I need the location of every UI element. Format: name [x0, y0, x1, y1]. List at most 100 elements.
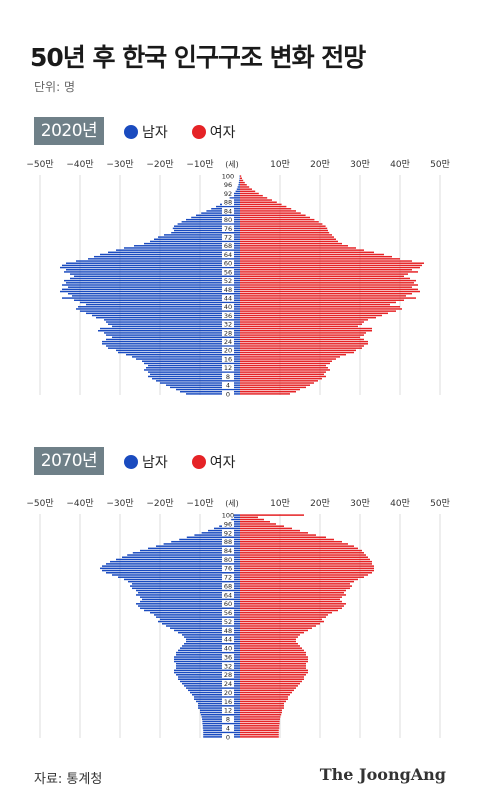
female-bar	[240, 184, 247, 186]
age-label-bg	[222, 626, 234, 635]
age-tick-label: 56	[224, 609, 232, 617]
male-bar	[174, 225, 240, 227]
female-bar	[240, 565, 374, 567]
male-bar	[80, 310, 240, 312]
male-bar	[92, 314, 240, 317]
female-bar	[240, 556, 368, 559]
female-bar	[240, 634, 300, 636]
male-bar	[162, 623, 240, 625]
male-bar	[146, 367, 240, 369]
male-bar	[140, 600, 240, 603]
age-tick-label: 96	[224, 520, 232, 528]
male-bar	[235, 190, 240, 193]
female-bar	[240, 292, 412, 295]
male-bar	[148, 547, 240, 550]
female-bar	[240, 316, 376, 319]
female-bar	[240, 308, 402, 310]
female-bar	[240, 177, 242, 180]
age-label-bg	[222, 320, 234, 328]
age-label-bg	[222, 285, 234, 293]
female-bar	[240, 671, 308, 674]
female-bar	[240, 680, 302, 683]
female-bar	[240, 538, 334, 541]
female-bar	[240, 321, 364, 323]
male-bar	[170, 386, 240, 389]
female-bar	[240, 709, 282, 712]
male-bar	[160, 382, 240, 384]
female-bar	[240, 345, 364, 347]
x-tick-label: −50만	[26, 498, 53, 509]
female-bar	[240, 689, 294, 692]
female-bar	[240, 266, 420, 269]
female-bar	[240, 645, 300, 647]
male-bar	[130, 585, 240, 587]
female-bar	[240, 347, 362, 349]
age-tick-label: 92	[224, 190, 232, 198]
male-bar	[203, 736, 240, 738]
male-bar	[136, 589, 240, 592]
age-tick-label: 88	[224, 538, 232, 546]
male-bar	[122, 556, 240, 559]
age-label-bg	[222, 198, 234, 206]
female-bar	[240, 245, 348, 247]
female-bar	[240, 543, 348, 545]
female-bar	[240, 229, 328, 232]
female-bar	[240, 547, 358, 550]
age-label-bg	[222, 591, 234, 599]
age-label-bg	[222, 242, 234, 250]
age-label-bg	[222, 715, 234, 723]
male-bar	[202, 727, 240, 729]
male-legend-dot	[124, 455, 138, 469]
age-tick-label: 44	[224, 636, 232, 644]
male-bar	[177, 223, 240, 225]
male-bar	[102, 565, 240, 567]
male-bar	[194, 534, 240, 536]
age-tick-label: 76	[224, 565, 232, 573]
male-bar	[140, 607, 240, 610]
male-bar	[176, 674, 240, 676]
female-bar	[240, 525, 284, 527]
female-bar	[240, 218, 315, 221]
female-bar	[240, 314, 382, 317]
age-label-bg	[222, 733, 234, 741]
male-bar	[144, 609, 240, 612]
female-bar	[240, 598, 340, 601]
male-bar	[94, 255, 240, 258]
male-bar	[194, 696, 240, 698]
male-bar	[66, 262, 240, 264]
male-bar	[102, 343, 240, 345]
age-tick-label: 0	[226, 733, 230, 741]
female-bar	[240, 736, 279, 738]
male-bar	[106, 572, 240, 574]
male-bar	[142, 598, 240, 601]
female-bar	[240, 693, 290, 696]
female-bar	[240, 514, 304, 516]
x-tick-label: 20만	[310, 159, 330, 170]
male-bar	[134, 245, 240, 247]
age-tick-label: 48	[224, 286, 232, 294]
x-tick-label: 20만	[310, 498, 330, 509]
age-label-bg	[222, 520, 234, 528]
female-bar	[240, 349, 356, 352]
male-bar	[60, 266, 240, 269]
age-tick-label: 56	[224, 268, 232, 276]
male-bar	[70, 277, 240, 280]
male-bar	[148, 364, 240, 367]
age-tick-label: 72	[224, 233, 232, 241]
female-bar	[240, 563, 372, 565]
female-bar	[240, 212, 301, 214]
age-label-bg	[222, 573, 234, 581]
male-bar	[201, 716, 240, 718]
age-label-bg	[222, 364, 234, 372]
female-bar	[240, 660, 308, 663]
female-bar	[240, 231, 330, 234]
age-tick-label: 4	[226, 724, 230, 732]
male-bar	[202, 722, 240, 725]
male-bar	[178, 631, 240, 634]
age-label-bg	[222, 233, 234, 241]
female-bar	[240, 234, 332, 236]
male-bar	[216, 205, 240, 208]
female-bar	[240, 583, 350, 585]
female-bar	[240, 611, 332, 614]
female-bar	[240, 687, 296, 689]
